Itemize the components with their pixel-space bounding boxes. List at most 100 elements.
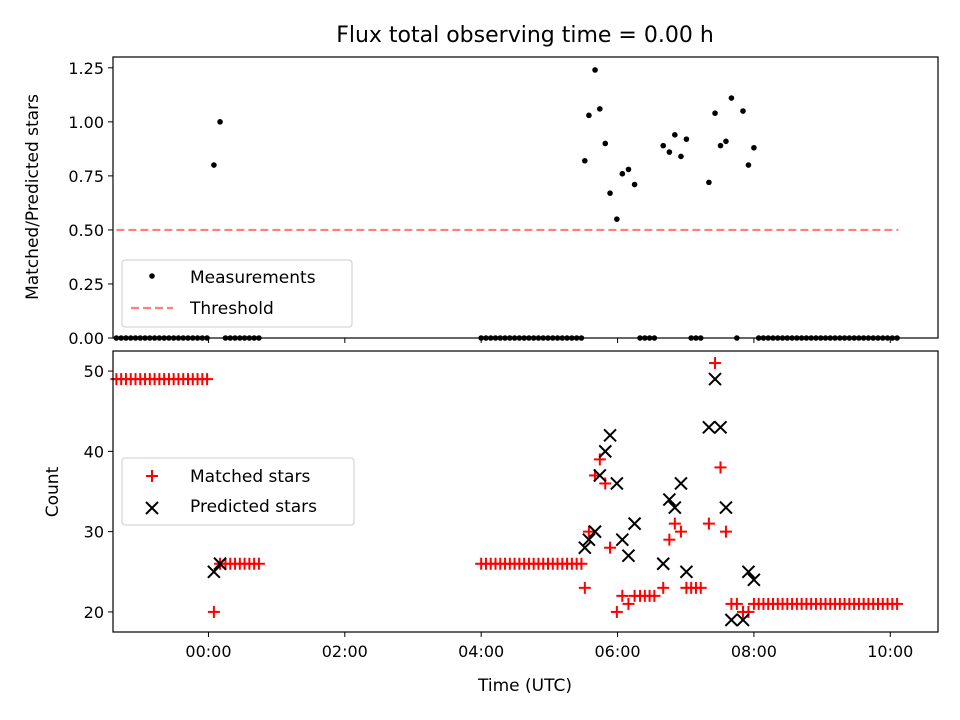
- matched-stars-point: [252, 557, 265, 570]
- measurements-point: [728, 95, 735, 101]
- matched-stars-point: [575, 557, 588, 570]
- top-y-tick-label: 0.25: [68, 275, 104, 294]
- measurements-point: [211, 162, 217, 168]
- legend-matched-label: Matched stars: [190, 467, 310, 487]
- predicted-stars-point: [593, 468, 607, 483]
- predicted-stars-point: [213, 557, 227, 571]
- predicted-stars-point-b: [603, 428, 617, 443]
- measurements-point: [607, 190, 613, 196]
- predicted-stars-point-b: [662, 492, 677, 507]
- bottom-x-tick-label: 08:00: [731, 642, 777, 661]
- measurements-point: [683, 136, 690, 142]
- measurements-point: [614, 216, 620, 222]
- predicted-stars-point-b: [598, 444, 612, 459]
- bottom-y-ticks: 20 30 40 50: [84, 362, 113, 622]
- bottom-panel: 00:00 02:00 04:00 06:00 08:00 10:00 20304050 …: [43, 350, 939, 696]
- measurements-point: [666, 149, 673, 155]
- bottom-x-tick-label: 06:00: [594, 642, 640, 661]
- measurements-point: [745, 162, 752, 168]
- top-axes-frame: [112, 56, 939, 339]
- bottom-y-tick-label: 30: [84, 523, 104, 542]
- predicted-stars-point-b: [588, 524, 602, 539]
- matched-stars-point: [714, 461, 727, 474]
- predicted-stars-point: [719, 500, 733, 515]
- matched-stars-point: [604, 541, 617, 554]
- predicted-stars-point: [679, 565, 694, 579]
- measurements-point: [217, 119, 223, 125]
- measurements-point: [751, 144, 757, 151]
- chart-title: Flux total observing time = 0.00 h: [336, 23, 714, 48]
- top-y-axis-label: Matched/Predicted stars: [23, 94, 43, 300]
- legend-predicted-label: Predicted stars: [190, 497, 317, 517]
- predicted-stars-point-b: [679, 565, 694, 579]
- measurements-point: [706, 179, 712, 186]
- matched-stars-point: [582, 525, 595, 538]
- predicted-stars-point-b: [708, 372, 722, 386]
- bottom-x-tick-label: 02:00: [322, 642, 368, 661]
- bottom-x-tick-label: 10:00: [867, 642, 913, 661]
- bottom-y-tick-label: 40: [84, 442, 104, 461]
- predicted-stars-point-b: [615, 532, 630, 547]
- measurements-point: [586, 112, 592, 119]
- bottom-x-tick-label: 00:00: [185, 642, 231, 661]
- measurements-point: [619, 170, 626, 177]
- matched-stars-point: [201, 373, 214, 386]
- predicted-stars-point: [747, 573, 761, 587]
- matched-stars-point: [616, 589, 629, 602]
- top-legend-box: [121, 259, 353, 328]
- predicted-stars-point-b: [713, 420, 728, 434]
- x-axis-label: Time (UTC): [477, 676, 572, 696]
- matched-stars-point: [694, 581, 707, 594]
- legend-predicted-marker: [145, 501, 159, 515]
- predicted-stars-point: [702, 420, 716, 434]
- predicted-stars-point-b: [578, 540, 592, 555]
- bottom-legend: Matched stars Predicted stars: [121, 457, 355, 526]
- top-y-tick-label: 1.00: [68, 113, 104, 132]
- measurements-point: [625, 166, 632, 173]
- matched-stars-point: [702, 517, 715, 530]
- top-legend: Measurements Threshold: [121, 259, 353, 328]
- matched-stars-point: [742, 605, 755, 618]
- predicted-stars-point: [582, 532, 596, 547]
- predicted-stars-point-b: [719, 500, 733, 515]
- measurements-point: [712, 110, 718, 116]
- matched-stars-point: [709, 357, 722, 370]
- matched-stars-point: [593, 453, 606, 466]
- predicted-stars-point-b: [668, 500, 682, 515]
- matched-stars-point: [207, 605, 220, 618]
- predicted-stars-point-b: [741, 565, 756, 579]
- predicted-stars-point: [741, 565, 756, 579]
- predicted-stars-point: [627, 516, 642, 531]
- predicted-stars-point: [713, 420, 728, 434]
- predicted-stars-point: [588, 524, 602, 539]
- predicted-stars-point-b: [702, 420, 716, 434]
- matched-stars-point: [657, 581, 670, 594]
- measurements-point: [602, 140, 609, 147]
- matched-stars-point: [668, 517, 681, 530]
- predicted-stars-point-b: [736, 613, 750, 627]
- predicted-stars-point-b: [582, 532, 596, 547]
- top-y-tick-label: 0.00: [68, 329, 104, 348]
- predicted-stars-point-b: [621, 549, 636, 563]
- predicted-stars-point-b: [610, 476, 624, 491]
- top-y-ticks: 0.00 0.25 0.50 0.75 1.00 1.25: [68, 59, 113, 348]
- bottom-y-tick-label: 50: [84, 362, 104, 381]
- predicted-stars-point-b: [747, 573, 761, 587]
- bottom-y-axis-label: Count: [43, 466, 63, 517]
- measurements-point: [597, 106, 603, 112]
- top-y-tick-label: 1.25: [68, 59, 104, 78]
- measurements-point: [631, 181, 638, 188]
- top-y-tick-label: 0.75: [68, 167, 104, 186]
- top-panel: 0.00 0.25 0.50 0.75 1.00 1.25 Matched/Predict…: [23, 56, 939, 348]
- bottom-marks: [110, 357, 904, 627]
- measurements-point: [717, 142, 724, 149]
- predicted-stars-point: [610, 476, 624, 491]
- predicted-stars-point: [207, 565, 221, 579]
- predicted-stars-point: [662, 492, 677, 507]
- matched-stars-point: [599, 477, 612, 490]
- legend-measurements-marker: [149, 273, 155, 279]
- measurements-point: [678, 153, 684, 160]
- measurements-point: [723, 138, 729, 145]
